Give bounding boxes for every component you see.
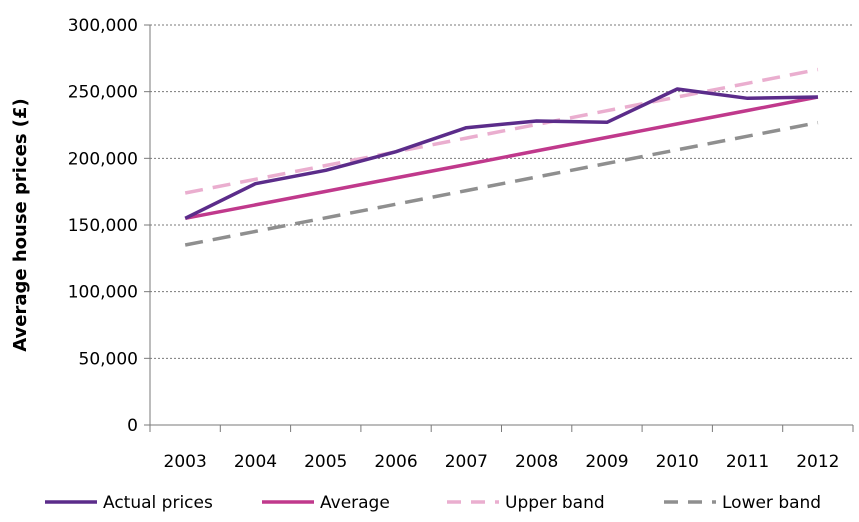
series-lines xyxy=(184,67,819,247)
x-tick-label: 2007 xyxy=(445,452,488,472)
x-tick-label: 2009 xyxy=(585,452,628,472)
series-line-upper-band xyxy=(184,67,819,195)
y-tick-label: 0 xyxy=(127,416,138,436)
legend-label: Lower band xyxy=(722,493,821,513)
series-line-actual-prices xyxy=(184,87,818,220)
y-tick-label: 300,000 xyxy=(68,16,138,36)
gridlines xyxy=(150,24,853,359)
series-line-average xyxy=(184,95,819,221)
y-tick-label: 100,000 xyxy=(68,283,138,303)
y-tick-label: 250,000 xyxy=(68,83,138,103)
x-tick-label: 2011 xyxy=(726,452,769,472)
legend-label: Actual prices xyxy=(103,493,213,513)
x-tick-label: 2006 xyxy=(374,452,417,472)
x-tick-label: 2012 xyxy=(796,452,839,472)
x-tick-label: 2005 xyxy=(304,452,347,472)
x-tick-label: 2003 xyxy=(164,452,207,472)
y-tick-labels: 0 50,000 100,000 150,000 200,000 250,000 300,0… xyxy=(68,16,150,436)
y-tick-label: 150,000 xyxy=(68,216,138,236)
x-tick-label: 2010 xyxy=(656,452,699,472)
legend: Actual prices Average Upper band Lower band xyxy=(45,493,821,513)
y-tick-label: 200,000 xyxy=(68,149,138,169)
legend-label: Average xyxy=(320,493,390,513)
y-tick-label: 50,000 xyxy=(79,349,138,369)
legend-label: Upper band xyxy=(505,493,605,513)
series-line-lower-band xyxy=(184,120,819,247)
x-tick-label: 2004 xyxy=(234,452,277,472)
x-tick-labels: 2003 2004 2005 2006 2007 2008 2009 2010 2011 2012 xyxy=(149,425,854,472)
y-axis-label: Average house prices (£) xyxy=(10,98,31,352)
x-tick-label: 2008 xyxy=(515,452,558,472)
